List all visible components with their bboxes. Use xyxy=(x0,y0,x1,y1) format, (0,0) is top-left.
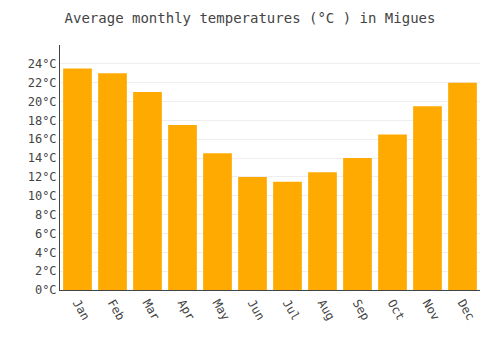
svg-text:Sep: Sep xyxy=(350,297,373,323)
svg-text:Nov: Nov xyxy=(420,297,443,323)
svg-text:0°C: 0°C xyxy=(35,283,57,297)
svg-text:16°C: 16°C xyxy=(28,132,57,146)
svg-text:22°C: 22°C xyxy=(28,76,57,90)
svg-text:Feb: Feb xyxy=(105,297,128,323)
svg-text:24°C: 24°C xyxy=(28,57,57,71)
svg-text:Jan: Jan xyxy=(70,297,93,323)
svg-text:2°C: 2°C xyxy=(35,264,57,278)
svg-text:Aug: Aug xyxy=(315,297,338,323)
svg-text:20°C: 20°C xyxy=(28,95,57,109)
svg-text:May: May xyxy=(210,297,233,323)
svg-text:6°C: 6°C xyxy=(35,227,57,241)
svg-text:12°C: 12°C xyxy=(28,170,57,184)
svg-text:Mar: Mar xyxy=(140,297,163,323)
svg-text:Dec: Dec xyxy=(455,297,478,323)
svg-text:Oct: Oct xyxy=(385,297,408,323)
svg-text:Average monthly temperatures (: Average monthly temperatures (°C ) in Mi… xyxy=(65,10,436,26)
svg-text:14°C: 14°C xyxy=(28,151,57,165)
svg-text:Jul: Jul xyxy=(280,297,303,323)
svg-text:Jun: Jun xyxy=(245,297,268,323)
svg-text:4°C: 4°C xyxy=(35,246,57,260)
svg-text:Apr: Apr xyxy=(175,297,198,323)
svg-text:10°C: 10°C xyxy=(28,189,57,203)
svg-text:18°C: 18°C xyxy=(28,114,57,128)
svg-text:8°C: 8°C xyxy=(35,208,57,222)
